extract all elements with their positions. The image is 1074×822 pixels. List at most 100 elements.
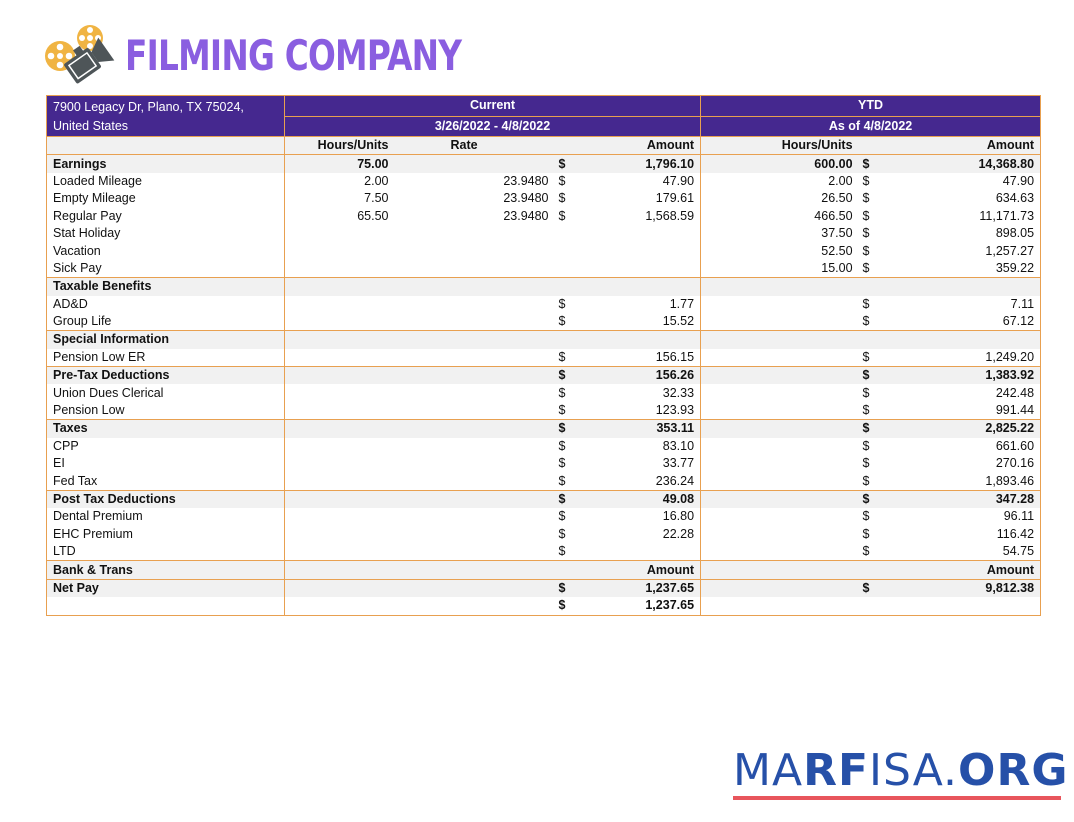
current-hours — [284, 295, 395, 313]
row-label: Post Tax Deductions — [46, 489, 285, 509]
ytd-hours: 37.50 — [700, 224, 859, 243]
ytd-currency: $ — [862, 403, 870, 418]
ytd-amount: 359.22 — [888, 259, 1042, 278]
label-column-header — [46, 136, 285, 155]
current-currency: $ — [554, 578, 585, 598]
current-rate — [394, 489, 555, 509]
current-currency: $ — [558, 349, 566, 364]
current-amount: 1,568.59 — [584, 207, 702, 225]
current-hours — [284, 384, 395, 402]
ytd-hours: 466.50 — [700, 207, 859, 225]
row-label: Regular Pay — [46, 207, 285, 225]
table-row: Empty Mileage 7.50 23.9480 $179.61 26.50 $634… — [46, 190, 1042, 208]
current-currency: $ — [558, 473, 566, 488]
ytd-amount: 898.05 — [888, 224, 1042, 243]
current-amount: 32.33 — [584, 384, 702, 402]
table-row: EI $33.77 $270.16 — [46, 455, 1042, 473]
current-hours — [284, 508, 395, 526]
ytd-currency: $ — [862, 544, 870, 559]
current-currency — [554, 330, 585, 349]
current-hours — [284, 348, 395, 367]
current-amount: 47.90 — [584, 172, 702, 191]
row-label: Earnings — [46, 154, 285, 173]
table-row: Stat Holiday 37.50 $898.05 — [46, 224, 1042, 243]
current-amount: 33.77 — [584, 455, 702, 473]
company-logo: FILMING COMPANY — [43, 22, 556, 88]
ytd-amount: 47.90 — [888, 172, 1042, 191]
table-row: Group Life $15.52 $67.12 — [46, 312, 1042, 331]
current-rate — [395, 526, 555, 543]
ytd-hours — [700, 330, 859, 349]
ytd-amount: 1,257.27 — [888, 242, 1042, 260]
ytd-hours — [700, 312, 859, 331]
ytd-hours — [700, 560, 859, 580]
ytd-amount — [888, 330, 1042, 349]
ytd-currency: $ — [858, 154, 889, 173]
row-label: CPP — [46, 437, 285, 456]
ytd-currency: $ — [858, 578, 889, 598]
current-rate — [395, 313, 555, 331]
current-rate — [395, 349, 555, 367]
current-currency — [554, 560, 585, 580]
ytd-hours — [700, 348, 859, 367]
current-amount — [584, 259, 702, 278]
current-rate — [395, 402, 555, 420]
current-currency — [555, 242, 585, 259]
current-amount: 156.15 — [584, 348, 702, 367]
ytd-currency: $ — [862, 208, 870, 223]
current-period: 3/26/2022 - 4/8/2022 — [283, 115, 702, 137]
row-label: LTD — [46, 542, 285, 561]
watermark-text: MARFISA.ORG — [733, 748, 1068, 794]
ytd-amount: 96.11 — [888, 508, 1042, 526]
row-label: Vacation — [46, 242, 285, 260]
current-currency: $ — [558, 385, 566, 400]
table-row: Pension Low ER $156.15 $1,249.20 — [46, 348, 1042, 367]
ytd-amount: 9,812.38 — [888, 578, 1042, 598]
current-hours — [284, 542, 395, 561]
section-row: Pre-Tax Deductions $156.26 $1,383.92 — [46, 366, 1042, 385]
row-label: Fed Tax — [46, 472, 285, 491]
current-hours — [284, 242, 395, 260]
spacer — [858, 136, 889, 155]
ytd-hours — [700, 578, 859, 598]
row-label: Dental Premium — [46, 508, 285, 526]
current-amount: 353.11 — [584, 419, 702, 438]
row-label: Taxes — [46, 419, 285, 438]
current-currency: $ — [558, 438, 566, 453]
section-row: Taxes $353.11 $2,825.22 — [46, 419, 1042, 438]
current-currency: $ — [554, 597, 585, 616]
ytd-currency: $ — [862, 191, 870, 206]
ytd-currency: $ — [862, 349, 870, 364]
ytd-amount: 7.11 — [888, 295, 1042, 313]
ytd-currency: $ — [858, 419, 889, 438]
ytd-currency: $ — [862, 173, 870, 188]
watermark-underline — [733, 796, 1061, 800]
watermark-part: MA — [733, 745, 804, 796]
row-label: Union Dues Clerical — [46, 384, 285, 402]
current-rate — [394, 330, 555, 349]
current-currency — [555, 225, 585, 242]
ytd-hours: 52.50 — [700, 242, 859, 260]
current-amount — [584, 330, 702, 349]
current-hours — [284, 224, 395, 243]
current-hours — [284, 401, 395, 420]
current-currency: $ — [558, 544, 566, 559]
current-hours — [284, 472, 395, 491]
ytd-amount — [888, 277, 1042, 296]
table-row: AD&D $1.77 $7.11 — [46, 295, 1042, 313]
current-hours — [284, 578, 395, 598]
current-currency: $ — [558, 314, 566, 329]
table-row: Regular Pay 65.50 23.9480 $1,568.59 466.50 $1… — [46, 207, 1042, 225]
ytd-currency: $ — [862, 438, 870, 453]
row-label: Pre-Tax Deductions — [46, 366, 285, 385]
ytd-amount: 242.48 — [888, 384, 1042, 402]
current-hours: 65.50 — [284, 207, 395, 225]
current-currency: $ — [554, 489, 585, 509]
table-row: EHC Premium $22.28 $116.42 — [46, 525, 1042, 543]
current-header: Current — [283, 95, 702, 117]
current-amount: 236.24 — [584, 472, 702, 491]
current-hours-column-header: Hours/Units — [284, 136, 395, 155]
current-currency: $ — [554, 366, 585, 385]
row-label: Bank & Trans — [46, 560, 285, 580]
current-rate — [394, 277, 555, 296]
